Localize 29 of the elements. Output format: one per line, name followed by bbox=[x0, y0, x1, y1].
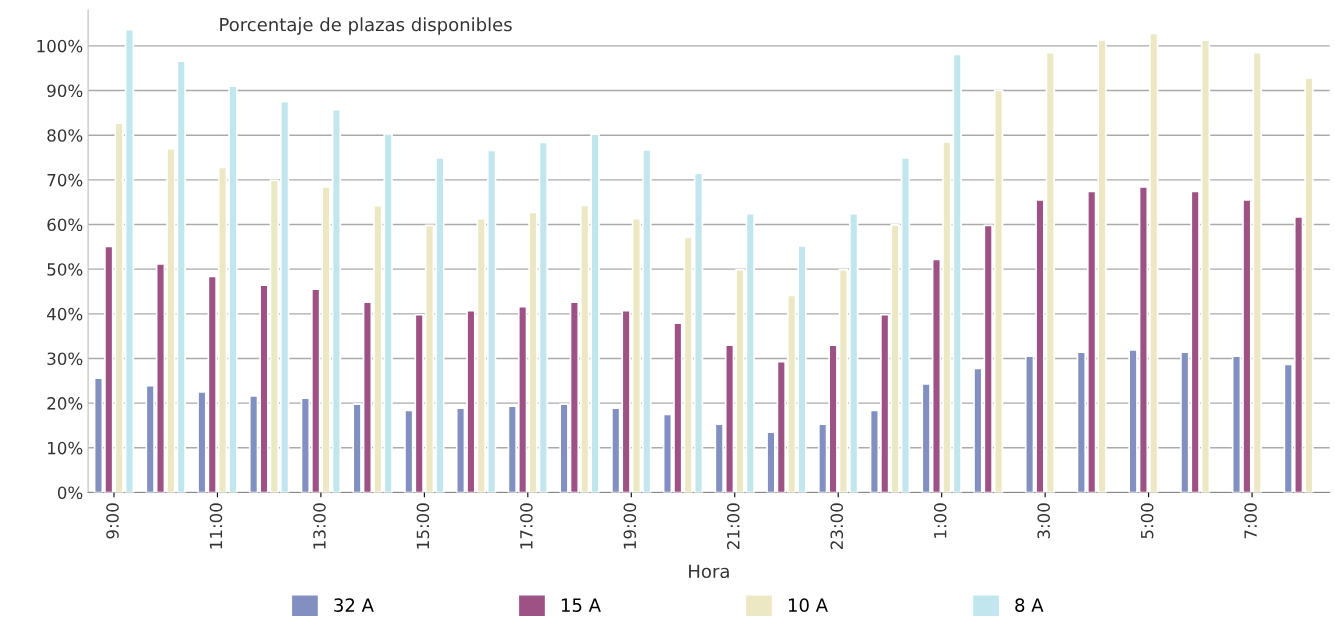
y-tick-label: 0% bbox=[57, 486, 83, 500]
x-tick-label: 11:00 bbox=[209, 503, 223, 549]
legend-label: 10 A bbox=[788, 598, 828, 612]
x-tick-label: 3:00 bbox=[1037, 503, 1050, 539]
x-tick-label: 9:00 bbox=[106, 503, 119, 539]
y-tick-label: 100% bbox=[37, 39, 83, 53]
legend-label: 15 A bbox=[561, 598, 601, 612]
x-tick-label: 7:00 bbox=[1244, 503, 1257, 539]
y-tick-label: 40% bbox=[47, 307, 83, 321]
x-tick-label: 5:00 bbox=[1140, 503, 1154, 539]
legend-label: 8 A bbox=[1015, 598, 1044, 612]
y-tick-label: 90% bbox=[47, 84, 83, 98]
x-tick-label: 15:00 bbox=[416, 503, 430, 549]
y-tick-label: 30% bbox=[47, 352, 83, 366]
x-axis-title: Hora bbox=[689, 564, 729, 579]
chart-title: Porcentaje de plazas disponibles bbox=[220, 17, 512, 35]
y-tick-label: 10% bbox=[48, 441, 83, 455]
x-tick-label: 21:00 bbox=[726, 503, 740, 550]
y-tick-label: 60% bbox=[47, 218, 83, 232]
x-tick-label: 17:00 bbox=[520, 503, 533, 549]
x-tick-label: 1:00 bbox=[933, 503, 947, 538]
x-tick-label: 13:00 bbox=[313, 503, 326, 549]
x-tick-label: 19:00 bbox=[623, 503, 637, 549]
y-tick-label: 20% bbox=[47, 397, 83, 410]
legend-label: 32 A bbox=[334, 598, 374, 612]
y-tick-label: 80% bbox=[47, 129, 83, 142]
y-tick-label: 50% bbox=[47, 263, 83, 276]
x-tick-label: 23:00 bbox=[830, 503, 844, 550]
y-tick-label: 70% bbox=[47, 173, 83, 187]
